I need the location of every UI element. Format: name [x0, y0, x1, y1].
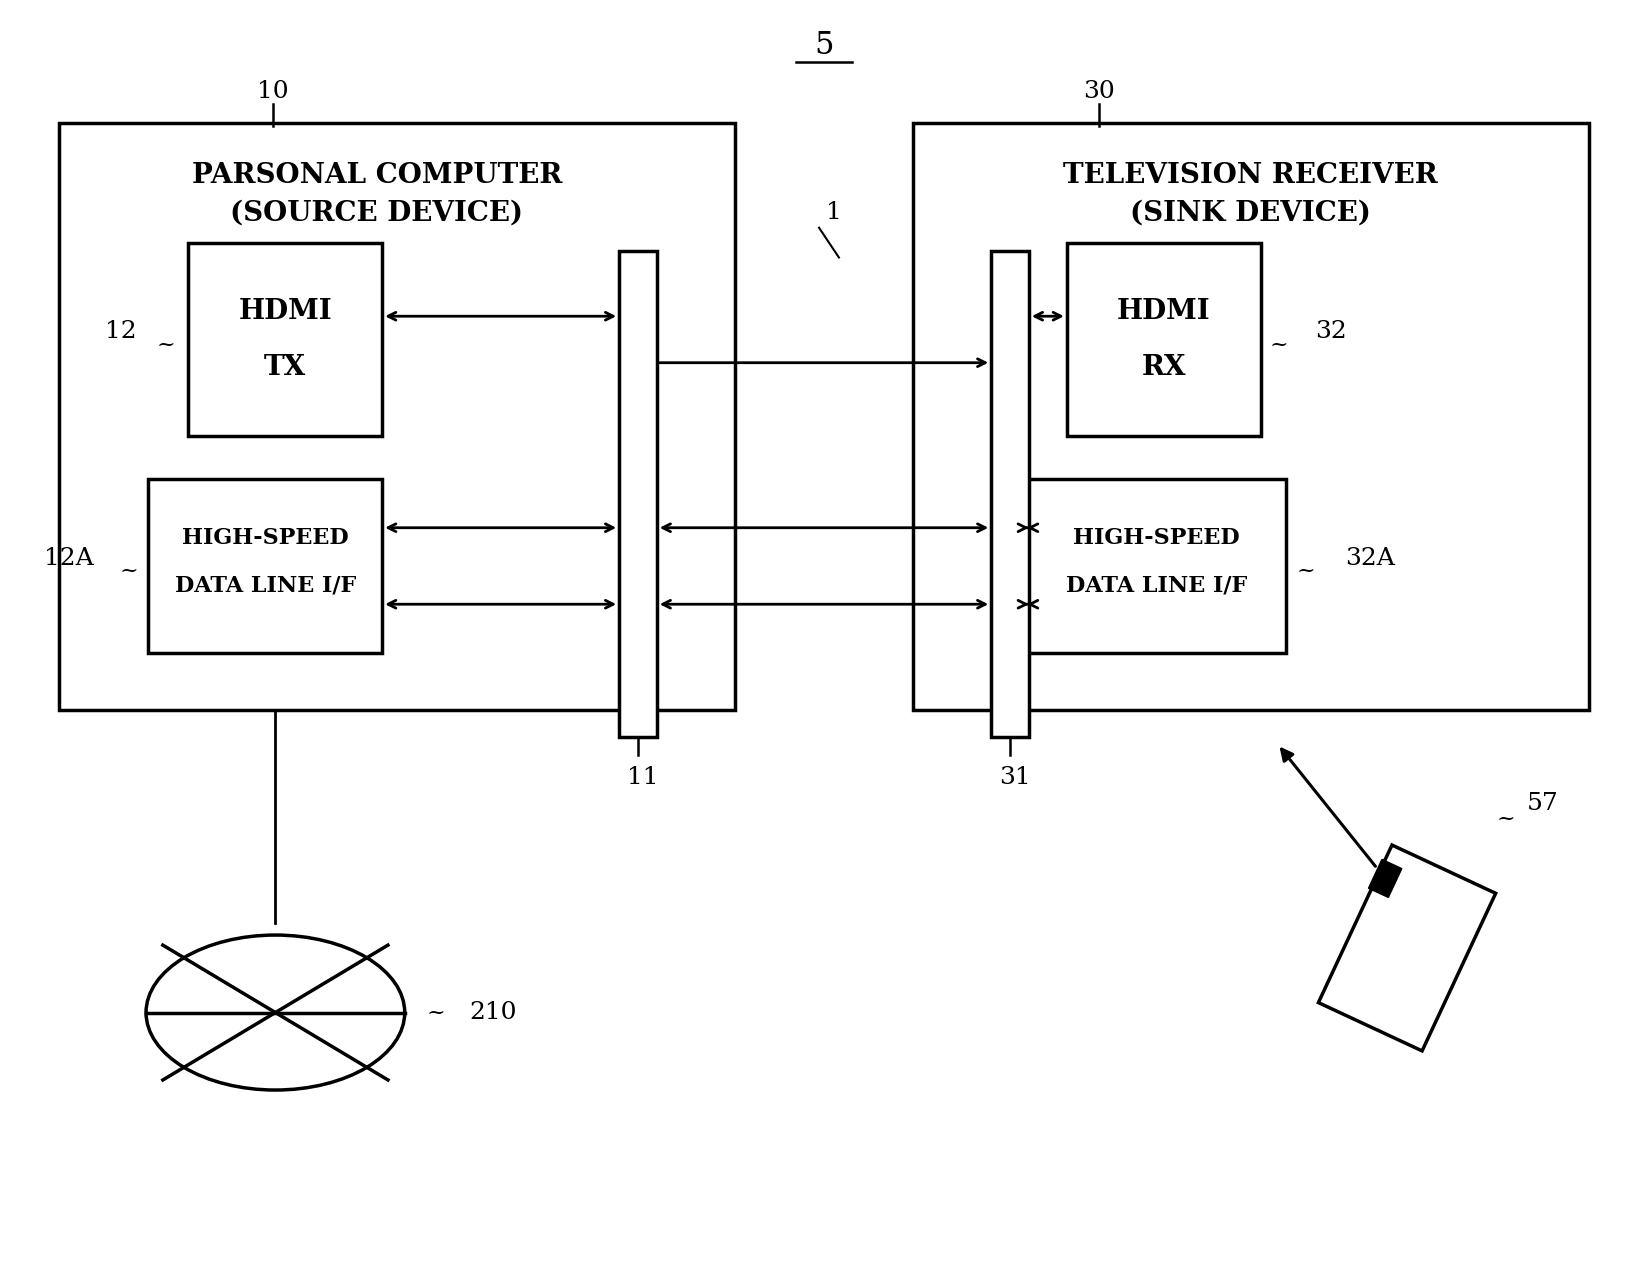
Text: ~: ~ [1496, 808, 1515, 830]
Polygon shape [1318, 845, 1496, 1051]
Bar [188, 243, 382, 437]
Text: 12: 12 [105, 321, 137, 344]
Bar [1027, 479, 1285, 653]
Text: TELEVISION RECEIVER: TELEVISION RECEIVER [1063, 162, 1439, 189]
Text: DATA LINE I/F: DATA LINE I/F [1066, 575, 1248, 596]
Text: TX: TX [264, 354, 307, 381]
Polygon shape [1368, 859, 1402, 898]
Text: (SOURCE DEVICE): (SOURCE DEVICE) [231, 199, 524, 226]
Text: 31: 31 [999, 766, 1032, 789]
Text: 12A: 12A [44, 547, 94, 570]
Text: RX: RX [1142, 354, 1187, 381]
Text: HDMI: HDMI [239, 298, 331, 326]
Text: ~: ~ [157, 333, 176, 355]
Text: HDMI: HDMI [1117, 298, 1211, 326]
Text: 5: 5 [814, 31, 834, 61]
Text: 30: 30 [1083, 80, 1114, 103]
Text: ~: ~ [119, 559, 138, 582]
Ellipse shape [147, 935, 405, 1091]
Text: HIGH-SPEED: HIGH-SPEED [181, 527, 349, 549]
Text: ~: ~ [1269, 333, 1289, 355]
Text: 57: 57 [1526, 793, 1557, 816]
Text: 210: 210 [470, 1001, 517, 1024]
Text: 1: 1 [826, 202, 842, 225]
Bar [59, 124, 735, 710]
Text: ~: ~ [1297, 559, 1315, 582]
Text: 32A: 32A [1345, 547, 1396, 570]
Bar [990, 250, 1028, 737]
Bar [620, 250, 658, 737]
Text: (SINK DEVICE): (SINK DEVICE) [1131, 199, 1371, 226]
Text: ~: ~ [427, 1001, 445, 1024]
Text: PARSONAL COMPUTER: PARSONAL COMPUTER [191, 162, 562, 189]
Text: 11: 11 [628, 766, 659, 789]
Text: HIGH-SPEED: HIGH-SPEED [1073, 527, 1239, 549]
Bar [913, 124, 1589, 710]
Text: DATA LINE I/F: DATA LINE I/F [175, 575, 356, 596]
Bar [148, 479, 382, 653]
Text: 10: 10 [257, 80, 288, 103]
Text: 32: 32 [1315, 321, 1348, 344]
Bar [1066, 243, 1261, 437]
